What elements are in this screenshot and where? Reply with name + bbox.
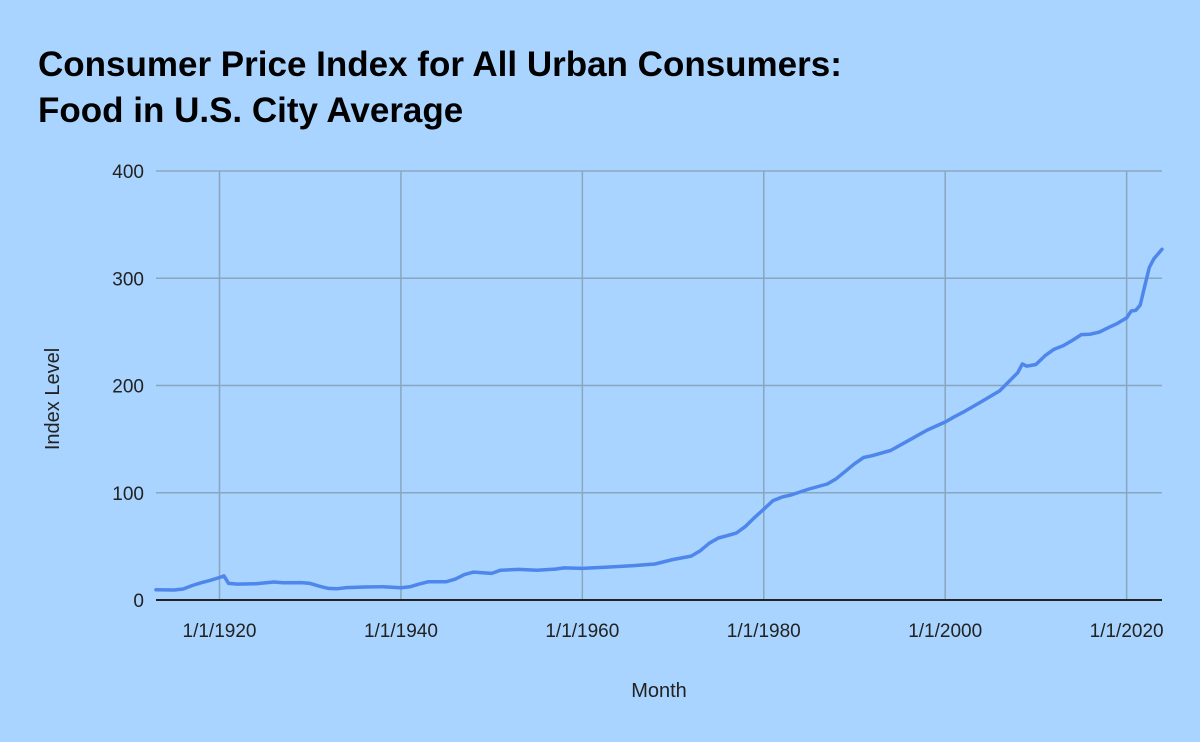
chart-title-line-1: Consumer Price Index for All Urban Consu… (38, 45, 842, 84)
series-line (154, 247, 1164, 592)
x-tick-label-2000: 1/1/2000 (908, 621, 982, 642)
x-tick-label-1920: 1/1/1920 (183, 621, 257, 642)
x-tick-label-2020: 1/1/2020 (1090, 621, 1164, 642)
x-axis-title: Month (631, 680, 687, 702)
grid-lines (156, 170, 1162, 600)
y-axis-title: Index Level (42, 348, 64, 450)
y-tick-label-300: 300 (112, 269, 144, 290)
x-tick-label-1940: 1/1/1940 (364, 621, 438, 642)
x-axis-ticks: 1/1/1920 1/1/1940 1/1/1960 1/1/1980 1/1/2000… (183, 621, 1164, 642)
x-tick-label-1980: 1/1/1980 (727, 621, 801, 642)
y-tick-label-100: 100 (112, 484, 144, 505)
y-axis-ticks: 0 100 200 300 400 (112, 162, 144, 612)
y-tick-label-200: 200 (112, 377, 144, 398)
chart-title-line-2: Food in U.S. City Average (38, 91, 463, 130)
x-tick-label-1960: 1/1/1960 (545, 621, 619, 642)
y-tick-label-400: 400 (112, 162, 144, 183)
y-tick-label-0: 0 (133, 591, 144, 612)
